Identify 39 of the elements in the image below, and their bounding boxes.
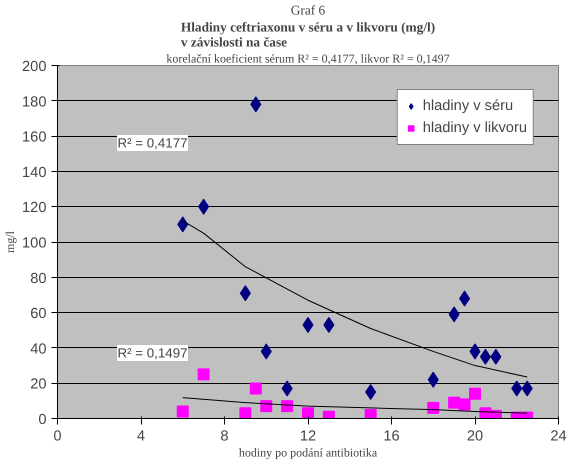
y-tick-label: 140 bbox=[22, 164, 47, 181]
point bbox=[458, 398, 471, 410]
text: korelační koeficient sérum R² = 0,4177, likvor R² = 0,1497 bbox=[166, 52, 450, 66]
x-tick-label: 24 bbox=[550, 428, 567, 444]
point bbox=[239, 407, 252, 418]
y-tick-label: 60 bbox=[30, 306, 47, 322]
chart-subtitle: Hladiny ceftriaxonu v séru a v likvoru (mg/l) v závislosti na čase bbox=[180, 20, 436, 50]
point bbox=[427, 402, 440, 414]
legend-label: hladiny v likvoru bbox=[422, 120, 527, 136]
x-tick-label: 8 bbox=[220, 428, 229, 444]
annotation: R² = 0,1497 bbox=[118, 346, 188, 360]
y-tick-label: 180 bbox=[22, 94, 47, 110]
y-tick-label: 0 bbox=[38, 412, 47, 428]
x-tick-label: 0 bbox=[53, 428, 62, 444]
x-tick-label: 16 bbox=[383, 428, 400, 444]
point bbox=[302, 407, 314, 418]
annotation: R² = 0,4177 bbox=[118, 136, 188, 150]
y-tick-label: 200 bbox=[22, 59, 47, 75]
y-tick-label: 40 bbox=[30, 341, 47, 358]
x-tick-label: 12 bbox=[300, 428, 316, 444]
chart-title: Graf 6 bbox=[290, 2, 326, 18]
point bbox=[176, 405, 189, 418]
point bbox=[281, 400, 294, 412]
y-tick-label: 80 bbox=[30, 270, 47, 287]
x-tick-label: 4 bbox=[136, 428, 146, 444]
y-tick-label: 160 bbox=[22, 130, 47, 146]
point bbox=[198, 368, 210, 380]
y-axis-title: mg/l bbox=[3, 230, 18, 253]
point bbox=[250, 382, 262, 394]
y-tick-label: 120 bbox=[22, 200, 47, 216]
x-axis-title: hodiny po podání antibiotika bbox=[238, 446, 378, 460]
y-tick-label: 20 bbox=[30, 376, 47, 393]
point bbox=[260, 400, 272, 412]
legend-label: hladiny v séru bbox=[422, 98, 514, 114]
y-tick-label: 100 bbox=[22, 236, 47, 252]
point bbox=[469, 388, 481, 400]
x-tick-label: 20 bbox=[466, 428, 484, 444]
point bbox=[448, 396, 460, 409]
point bbox=[364, 408, 377, 418]
